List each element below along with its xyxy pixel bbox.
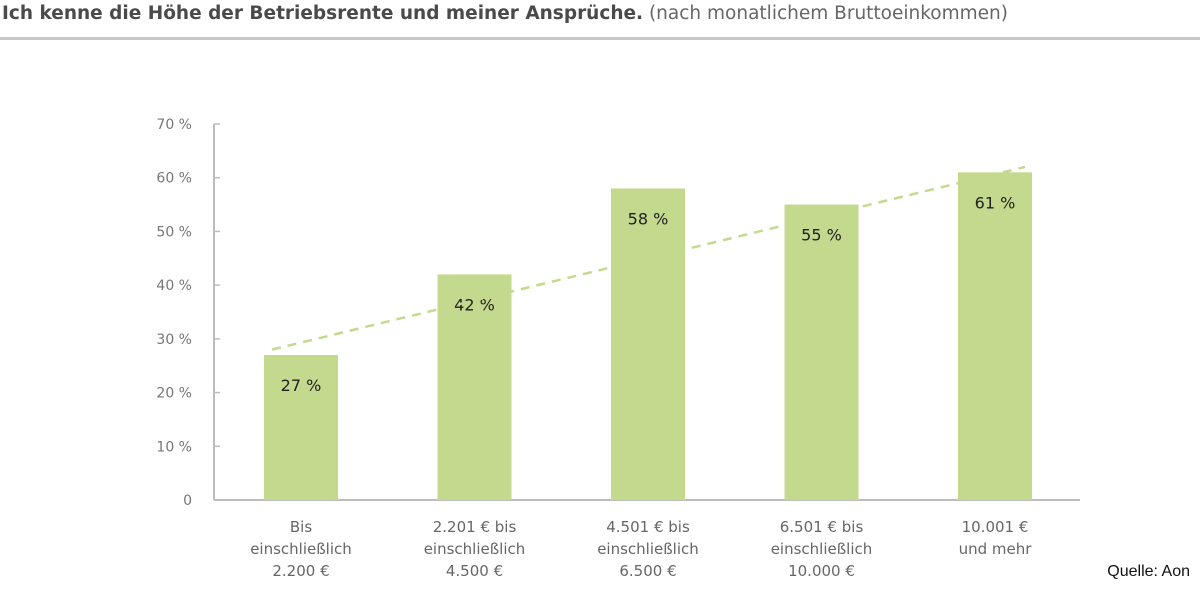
x-tick-label: und mehr [959,540,1033,558]
x-tick-label: einschließlich [597,540,699,558]
x-tick-label: Bis [290,518,312,536]
y-tick-label: 40 % [156,278,192,294]
data-label: 61 % [975,193,1016,212]
x-tick-label: einschließlich [771,540,873,558]
source-label: Quelle: Aon [1107,563,1190,580]
x-tick-label: 4.501 € bis [606,518,690,536]
chart-title: Ich kenne die Höhe der Betriebsrente und… [2,3,1008,24]
bar [611,188,685,500]
x-tick-label: einschließlich [424,540,526,558]
y-tick-label: 50 % [156,224,192,240]
x-tick-label: 10.000 € [788,562,855,580]
x-tick-label: 6.500 € [619,562,676,580]
y-tick-label: 10 % [156,439,192,455]
x-tick-label: 2.201 € bis [433,518,517,536]
bar [264,354,338,500]
data-label: 27 % [281,376,322,395]
x-tick-label: 6.501 € bis [780,518,864,536]
title-subtitle: (nach monatlichem Bruttoeinkommen) [648,3,1008,24]
y-tick-label: 70 % [156,117,192,133]
bar [958,172,1032,501]
bar [784,204,859,501]
x-tick-label: 2.200 € [272,562,329,580]
x-tick-label: 10.001 € [962,518,1029,536]
bar [437,274,512,500]
data-label: 55 % [801,226,842,245]
y-tick-label: 30 % [156,332,192,348]
y-tick-label: 60 % [156,171,192,187]
data-label: 58 % [628,209,669,228]
x-tick-label: einschließlich [250,540,352,558]
y-tick-label: 20 % [156,386,192,402]
y-tick-label: 0 [183,493,192,509]
data-label: 42 % [454,295,495,314]
x-tick-label: 4.500 € [446,562,503,580]
title-main: Ich kenne die Höhe der Betriebsrente und… [2,3,644,24]
title-divider [0,37,1200,40]
trend-line [271,165,1026,351]
